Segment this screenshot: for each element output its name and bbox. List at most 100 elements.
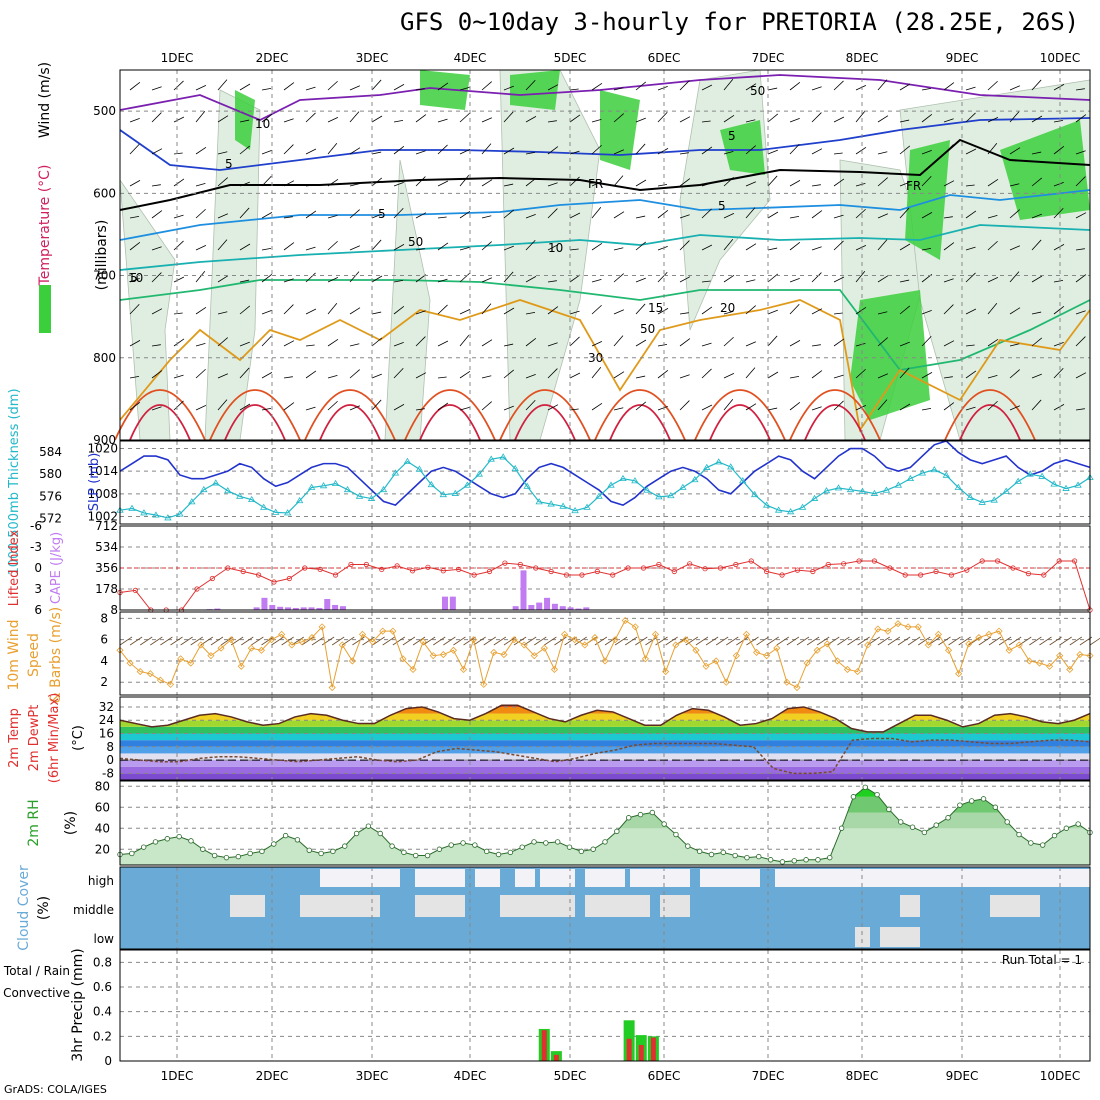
wind-speed-point bbox=[227, 636, 235, 644]
wind-barb bbox=[352, 636, 365, 646]
rh-high bbox=[905, 140, 950, 260]
wind-barb bbox=[745, 341, 757, 347]
li-point bbox=[502, 560, 508, 566]
temp-axis-label-a: 2m Temp bbox=[7, 708, 22, 768]
wind-barb bbox=[998, 636, 1012, 646]
wind-barb bbox=[987, 117, 999, 123]
wind-barb bbox=[635, 215, 646, 219]
wind-barb bbox=[965, 344, 975, 347]
rh-shading bbox=[204, 89, 261, 441]
temp-band bbox=[120, 705, 1090, 707]
thickness-point bbox=[224, 487, 232, 494]
rh-point bbox=[140, 844, 147, 850]
precip-convective-bar bbox=[541, 1030, 547, 1061]
li-point bbox=[286, 575, 292, 582]
thickness-point bbox=[547, 500, 555, 507]
temp-band bbox=[120, 766, 1090, 774]
wind-barb bbox=[459, 149, 471, 155]
middle-cloud bbox=[585, 895, 650, 917]
thickness-point bbox=[391, 469, 400, 476]
thickness-point bbox=[966, 493, 974, 500]
thickness-point bbox=[822, 487, 831, 494]
thickness-point bbox=[1074, 481, 1082, 488]
temp-tick: 16 bbox=[99, 727, 114, 741]
wind-speed-point bbox=[187, 659, 195, 667]
contour-label: 5 bbox=[130, 271, 138, 285]
wind-barb bbox=[635, 401, 647, 411]
wind-barb bbox=[412, 636, 426, 646]
precip-convective-bar bbox=[626, 1038, 632, 1061]
wind-barb bbox=[811, 370, 823, 379]
wind-barb bbox=[327, 240, 338, 251]
rh-area bbox=[120, 787, 1090, 865]
wind-barb bbox=[1089, 637, 1100, 646]
wind-barb bbox=[833, 116, 845, 123]
wind-barb bbox=[767, 87, 778, 91]
wind-barb bbox=[129, 118, 140, 123]
middle-cloud bbox=[660, 895, 690, 917]
contour-line bbox=[959, 404, 1021, 441]
top-date-tick: 10DEC bbox=[1040, 51, 1080, 65]
wind-speed-point bbox=[1076, 650, 1084, 659]
wind-barb bbox=[195, 183, 206, 187]
wind-barb bbox=[921, 372, 933, 379]
wind-barb bbox=[965, 246, 976, 251]
wind-barb bbox=[547, 146, 559, 155]
wind-barb bbox=[723, 114, 735, 123]
contour-line bbox=[499, 389, 591, 441]
wind-barb bbox=[327, 117, 339, 123]
wind-barb bbox=[1059, 636, 1072, 646]
bottom-date-tick: 2DEC bbox=[256, 1069, 289, 1083]
cloud-tick: middle bbox=[73, 903, 114, 917]
wind-barb bbox=[877, 239, 888, 251]
wind-barb bbox=[1053, 207, 1064, 219]
wind-barb bbox=[129, 215, 140, 219]
cape-bar bbox=[551, 603, 558, 610]
contour-label: 50 bbox=[408, 235, 423, 249]
wind-barb bbox=[371, 337, 383, 347]
wind-barb bbox=[987, 143, 998, 155]
wind-speed-point bbox=[874, 625, 882, 633]
wind-barb bbox=[965, 112, 976, 123]
wind-barb bbox=[239, 305, 251, 315]
cape-tick: 356 bbox=[95, 561, 118, 575]
wind-speed-point bbox=[298, 638, 306, 646]
li-point bbox=[964, 567, 970, 573]
wind-barb bbox=[701, 182, 712, 187]
thickness-point bbox=[607, 481, 615, 488]
wind-speed-point bbox=[247, 644, 255, 652]
wind-barb bbox=[151, 406, 162, 411]
wind-barb bbox=[833, 312, 843, 315]
precip-panel: 0.8 0.6 0.4 0.2 0 Run Total = 1 Total / Rain Co… bbox=[3, 950, 1090, 1083]
high-cloud bbox=[540, 869, 575, 887]
wind-barb bbox=[547, 244, 559, 251]
cape-bar bbox=[332, 604, 339, 610]
wind-barb bbox=[1031, 311, 1042, 315]
wind-barb bbox=[635, 241, 647, 251]
wind-barb bbox=[745, 145, 756, 155]
contour-line bbox=[224, 404, 286, 441]
wind-barb bbox=[833, 214, 844, 219]
precip-tick: 0.4 bbox=[93, 1005, 112, 1019]
contour-line bbox=[304, 389, 396, 441]
wind-barb bbox=[261, 113, 273, 123]
contour-line bbox=[404, 389, 496, 441]
pressure-tick: 800 bbox=[93, 351, 116, 365]
wind-barb bbox=[459, 407, 470, 411]
middle-cloud bbox=[415, 895, 465, 917]
wind-speed-point bbox=[267, 636, 276, 644]
wind-barb bbox=[811, 86, 822, 91]
wind-barb bbox=[855, 245, 867, 251]
thickness-point bbox=[703, 463, 711, 470]
contour-line bbox=[129, 404, 191, 441]
rh-high bbox=[850, 290, 930, 420]
rh-point bbox=[282, 832, 289, 839]
cape-tick: 712 bbox=[95, 519, 118, 533]
wind-barb bbox=[1075, 88, 1085, 91]
wind-barb bbox=[1053, 279, 1064, 283]
pressure-axis-label: (millibars) bbox=[94, 220, 110, 291]
wind-barb bbox=[907, 636, 921, 646]
wind-barb bbox=[745, 119, 756, 123]
wind-barb bbox=[921, 247, 932, 251]
cloud-unit-label: (%) bbox=[36, 896, 52, 920]
